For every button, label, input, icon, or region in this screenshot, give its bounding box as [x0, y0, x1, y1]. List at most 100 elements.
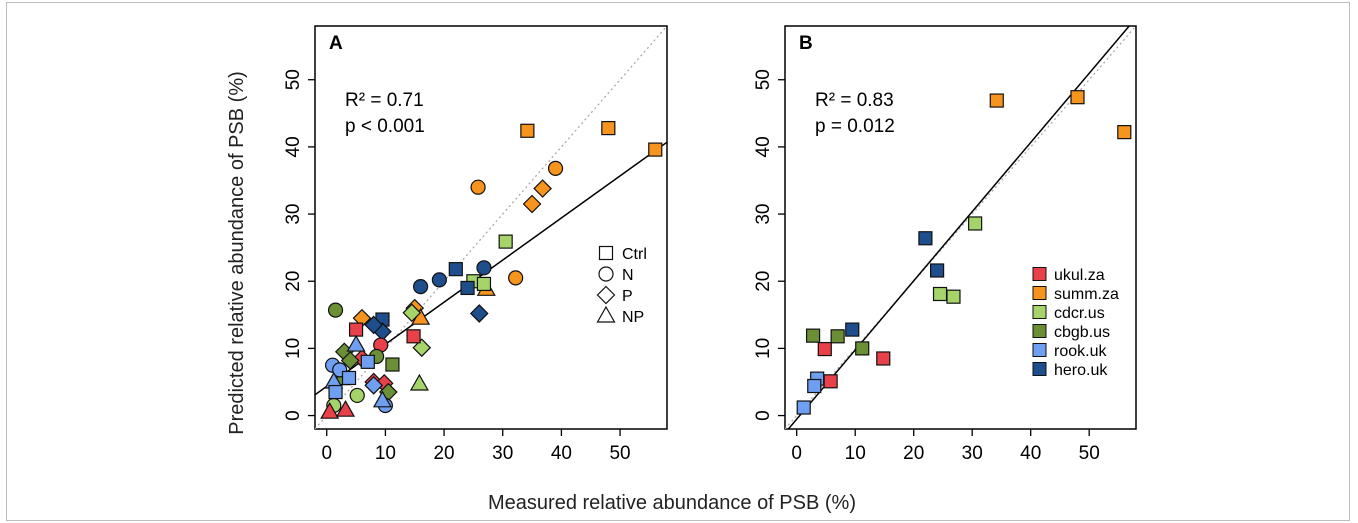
- data-point-square: [855, 341, 870, 356]
- data-point-diamond: [364, 315, 384, 335]
- data-point-circle: [349, 387, 365, 404]
- r-squared-text: R² = 0.71: [345, 90, 424, 111]
- data-point-square: [406, 329, 421, 344]
- data-point-triangle: [409, 373, 429, 391]
- data-points: [796, 90, 1132, 415]
- data-point-triangle: [335, 399, 356, 417]
- data-point-square: [929, 263, 945, 278]
- data-point-square: [796, 400, 811, 415]
- data-point-diamond: [340, 351, 360, 370]
- x-tick-label: 0: [791, 443, 802, 464]
- data-point-circle: [413, 279, 429, 295]
- data-point-square: [918, 231, 933, 246]
- legend-swatch: [1032, 324, 1047, 338]
- y-tick-label: 0: [753, 410, 774, 421]
- data-point-square: [823, 374, 838, 389]
- data-point-square: [845, 322, 860, 337]
- y-tick-label: 40: [753, 136, 774, 157]
- data-point-square: [830, 329, 845, 344]
- legend-swatch: [1032, 362, 1047, 376]
- data-point-square: [385, 357, 400, 372]
- legend-label: cbgb.us: [1054, 324, 1110, 341]
- p-value-text: p = 0.012: [815, 116, 895, 137]
- x-axis-label: Measured relative abundance of PSB (%): [488, 492, 856, 514]
- data-point-diamond: [364, 375, 384, 395]
- data-point-square: [989, 93, 1004, 108]
- legend-label: Ctrl: [622, 246, 647, 263]
- x-tick-label: 40: [1020, 443, 1041, 464]
- data-point-square: [817, 341, 832, 357]
- data-point-square: [460, 280, 475, 296]
- data-point-triangle: [346, 334, 366, 352]
- x-tick-label: 40: [551, 443, 572, 464]
- data-point-circle: [327, 302, 344, 318]
- y-tick-label: 30: [753, 203, 774, 224]
- data-point-circle: [598, 266, 614, 282]
- x-tick-label: 50: [1079, 443, 1100, 464]
- y-tick-label: 40: [283, 136, 304, 157]
- data-point-square: [360, 354, 375, 369]
- y-tick-label: 20: [283, 271, 304, 292]
- data-point-diamond: [469, 304, 489, 323]
- plot-frame: [784, 25, 1137, 430]
- data-point-square: [932, 286, 948, 302]
- legend-swatch: [1032, 286, 1047, 300]
- x-tick-label: 20: [433, 443, 454, 464]
- data-point-square: [341, 370, 357, 386]
- x-tick-label: 0: [321, 443, 332, 464]
- y-tick-label: 10: [753, 338, 774, 359]
- legend-label: P: [622, 288, 633, 305]
- data-point-diamond: [522, 194, 542, 214]
- legend-label: hero.uk: [1054, 362, 1108, 379]
- data-point-circle: [476, 260, 492, 276]
- data-point-circle: [431, 272, 447, 288]
- x-tick-label: 10: [375, 443, 396, 464]
- legend-swatch: [1032, 267, 1047, 281]
- legend-label: NP: [622, 309, 644, 326]
- data-point-triangle: [596, 305, 616, 323]
- data-point-square: [448, 262, 463, 277]
- y-tick-label: 20: [753, 271, 774, 292]
- data-point-square: [601, 120, 616, 136]
- legend-swatch: [1032, 305, 1047, 319]
- data-point-square: [328, 384, 343, 400]
- figure-frame: [6, 2, 1350, 521]
- data-point-square: [968, 216, 983, 231]
- data-point-triangle: [372, 390, 392, 408]
- data-point-square: [1117, 125, 1132, 140]
- y-tick-label: 30: [283, 203, 304, 224]
- x-tick-label: 50: [609, 443, 630, 464]
- y-tick-label: 50: [753, 69, 774, 90]
- r-squared-text: R² = 0.83: [815, 90, 894, 111]
- data-point-diamond: [596, 285, 616, 305]
- y-tick-label: 10: [283, 338, 304, 359]
- data-point-circle: [508, 270, 524, 286]
- data-point-circle: [470, 179, 486, 195]
- data-point-square: [498, 234, 513, 249]
- data-point-square: [598, 245, 614, 261]
- data-point-triangle: [320, 401, 340, 419]
- p-value-text: p < 0.001: [345, 116, 425, 137]
- data-points: [320, 120, 663, 419]
- identity-line: [315, 26, 667, 429]
- panel-letter: A: [329, 33, 343, 54]
- regression-line: [787, 26, 1131, 429]
- data-point-square: [946, 289, 961, 304]
- data-point-square: [520, 123, 535, 138]
- x-tick-label: 30: [962, 443, 983, 464]
- y-tick-label: 0: [283, 410, 304, 421]
- data-point-diamond: [412, 338, 432, 358]
- panel-a: 0 10 20 30 40 50 0 10 20 30 40 50 A R² = 0.71 p < 0.00…: [283, 25, 668, 464]
- panel-letter: B: [799, 33, 813, 54]
- data-point-square: [476, 276, 492, 292]
- x-tick-label: 20: [903, 443, 924, 464]
- legend-label: summ.za: [1054, 286, 1119, 303]
- data-point-square: [348, 322, 364, 337]
- panel-b: 0 10 20 30 40 50 0 10 20 30 40 50 B R² = 0.83 p = 0.01…: [753, 25, 1137, 464]
- data-point-square: [648, 142, 663, 157]
- legend-label: rook.uk: [1054, 343, 1107, 360]
- data-point-circle: [547, 160, 564, 176]
- legend-swatch: [1032, 343, 1047, 357]
- data-point-diamond: [402, 303, 422, 323]
